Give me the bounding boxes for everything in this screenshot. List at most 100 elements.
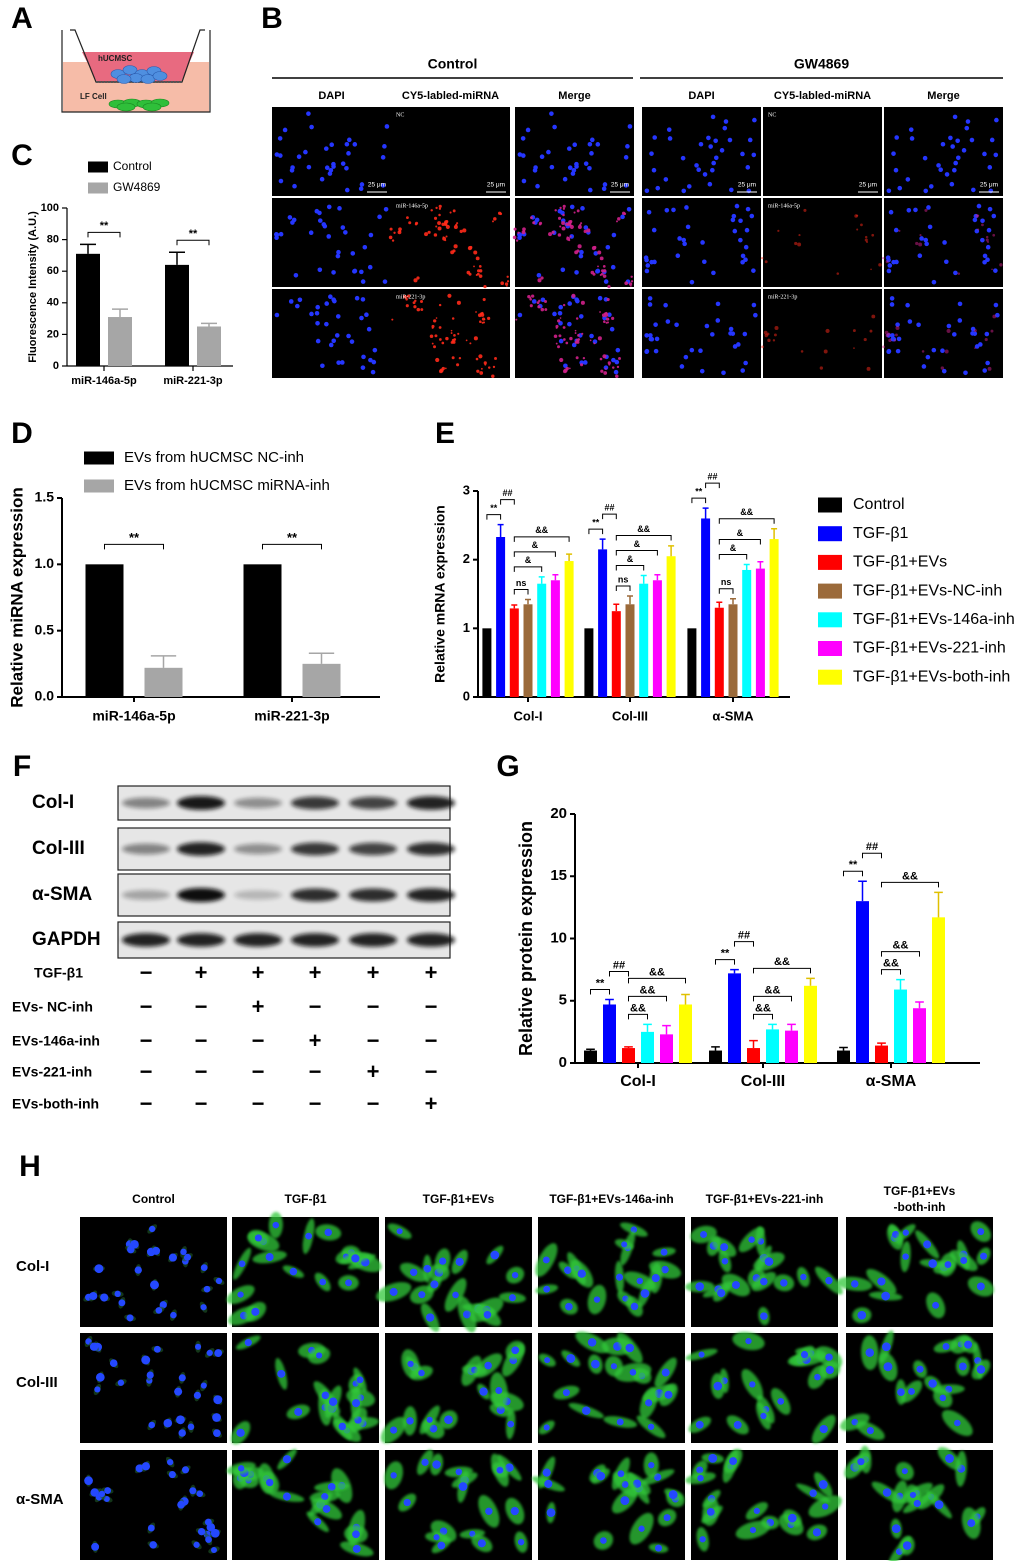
nucleus — [651, 1274, 660, 1283]
nucleus — [982, 253, 988, 259]
nucleus — [346, 151, 351, 156]
nucleus — [455, 1468, 463, 1476]
nucleus — [168, 1471, 176, 1479]
nucleus — [614, 359, 620, 365]
blot-band — [234, 843, 282, 855]
cy5-signal — [773, 333, 777, 337]
nucleus — [751, 268, 756, 273]
nucleus — [684, 205, 689, 210]
nucleus — [760, 1412, 767, 1420]
nucleus — [215, 1277, 223, 1285]
cy5-signal — [559, 317, 562, 319]
nucleus — [617, 1470, 625, 1478]
nucleus — [309, 124, 314, 130]
nucleus — [455, 1257, 464, 1266]
nucleus — [696, 167, 701, 173]
nucleus — [212, 1413, 221, 1422]
nucleus — [907, 319, 913, 324]
nucleus — [531, 299, 537, 304]
error-bar — [525, 598, 531, 605]
treatment-sign: − — [252, 1028, 265, 1053]
nucleus — [549, 111, 554, 116]
cy5-signal — [604, 312, 609, 317]
nucleus — [134, 1266, 142, 1274]
cy5-signal — [597, 250, 602, 255]
nucleus — [566, 146, 572, 151]
cy5-signal — [573, 211, 576, 214]
nucleus — [660, 1248, 668, 1256]
cy5-signal — [565, 222, 569, 227]
cy5-signal — [836, 272, 840, 275]
nucleus — [985, 360, 990, 366]
nucleus — [114, 1290, 121, 1298]
nucleus — [740, 253, 746, 259]
blot-band — [177, 842, 225, 856]
nucleus — [655, 185, 661, 191]
cy5-signal — [991, 268, 993, 271]
cy5-signal — [568, 222, 571, 225]
nucleus — [615, 1273, 624, 1281]
nucleus — [560, 267, 566, 273]
nucleus — [916, 322, 921, 328]
cy5-signal — [777, 229, 780, 232]
nucleus — [578, 314, 584, 319]
row-label: α-SMA — [16, 1491, 64, 1508]
micrograph — [226, 1211, 382, 1327]
cy5-signal — [921, 350, 925, 353]
nucleus — [825, 1276, 833, 1285]
significance-bracket — [718, 588, 734, 594]
cy5-signal — [825, 328, 830, 334]
nucleus — [371, 359, 377, 365]
significance-bracket — [718, 538, 761, 545]
cy5-signal — [853, 347, 855, 350]
nucleus — [696, 1466, 704, 1474]
blot-band — [177, 933, 225, 947]
cy5-signal — [437, 221, 442, 226]
nucleus — [681, 237, 687, 243]
nucleus — [671, 207, 676, 213]
cy5-signal — [481, 321, 484, 324]
bar — [165, 264, 189, 366]
nucleus — [210, 1528, 220, 1538]
nucleus — [946, 323, 952, 329]
nucleus — [664, 207, 670, 213]
cy5-signal — [593, 245, 597, 250]
cy5-signal — [577, 333, 580, 337]
nucleus — [338, 1422, 347, 1431]
treatment-sign: + — [425, 1091, 438, 1116]
nucleus — [752, 117, 757, 123]
nucleus — [972, 217, 978, 223]
bar — [679, 1004, 692, 1063]
nucleus — [961, 148, 967, 153]
nucleus — [340, 360, 345, 365]
nucleus — [324, 301, 330, 306]
nucleus — [732, 228, 738, 234]
bar — [598, 549, 608, 697]
nucleus — [948, 135, 953, 141]
bar — [144, 667, 183, 697]
cy5-signal — [391, 318, 394, 321]
y-tick-label: 100 — [41, 202, 59, 214]
nucleus — [626, 206, 632, 212]
cy5-signal — [884, 330, 889, 335]
significance-label: & — [532, 540, 539, 550]
cy5-signal — [444, 220, 448, 224]
nucleus — [303, 149, 308, 155]
nucleus — [740, 151, 745, 157]
micrograph-bg — [763, 289, 882, 378]
cy5-signal — [605, 321, 608, 324]
nucleus — [320, 363, 325, 369]
bar — [804, 985, 817, 1063]
cy5-signal — [433, 319, 437, 323]
nucleus — [713, 1381, 723, 1391]
nucleus — [901, 1468, 908, 1475]
significance-bracket — [602, 513, 617, 520]
nucleus — [994, 117, 999, 123]
cy5-signal — [529, 304, 533, 308]
cy5-signal — [586, 228, 591, 233]
scale-bar-label: 25 μm — [487, 182, 505, 189]
y-tick-label: 0 — [559, 1054, 567, 1071]
nucleus — [418, 1291, 426, 1299]
significance-bracket — [753, 967, 811, 974]
nucleus — [328, 1397, 338, 1407]
